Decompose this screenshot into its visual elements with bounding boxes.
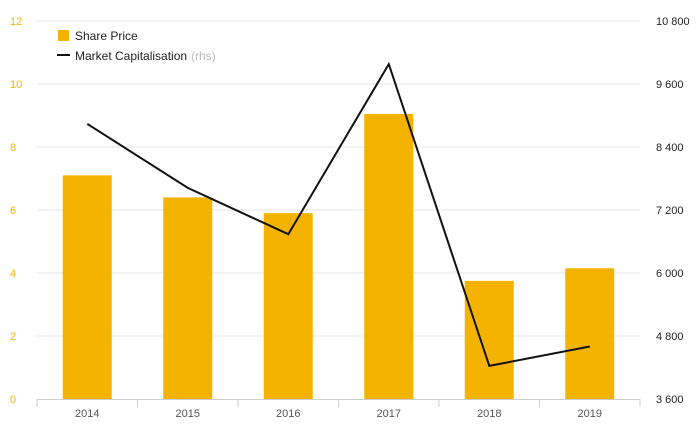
y-left-tick-label: 12 bbox=[10, 16, 22, 28]
legend-swatch-share-price bbox=[58, 30, 69, 41]
axes: 0 3 600 2 4 800 4 6 000 6 7 200 8 8 400 10 9 600 12 1… bbox=[10, 16, 690, 420]
legend-label-market-cap-name: Market Capitalisation bbox=[75, 49, 187, 63]
market-cap-line-group bbox=[86, 61, 590, 368]
y-right-tick-label: 4 800 bbox=[656, 331, 684, 343]
share-price-bars bbox=[62, 113, 615, 400]
market-cap-line bbox=[86, 61, 590, 368]
legend-label-market-cap-suffix: (rhs) bbox=[191, 49, 216, 63]
x-tick-label: 2015 bbox=[176, 408, 200, 420]
y-right-tick-label: 7 200 bbox=[656, 205, 684, 217]
y-right-tick-label: 9 600 bbox=[656, 79, 684, 91]
x-tick-label: 2018 bbox=[477, 408, 501, 420]
share-price-bar bbox=[263, 213, 313, 399]
y-right-tick-label: 8 400 bbox=[656, 142, 684, 154]
y-right-tick-label: 3 600 bbox=[656, 394, 684, 406]
y-left-tick-label: 6 bbox=[10, 205, 16, 217]
legend-label-market-cap: Market Capitalisation (rhs) bbox=[75, 49, 216, 63]
y-left-tick-label: 4 bbox=[10, 268, 16, 280]
x-tick-label: 2019 bbox=[578, 408, 602, 420]
legend: Share Price Market Capitalisation (rhs) bbox=[57, 29, 216, 63]
y-right-tick-label: 6 000 bbox=[656, 268, 684, 280]
share-price-bar bbox=[163, 197, 213, 399]
y-right-tick-label: 10 800 bbox=[656, 16, 690, 28]
y-left-tick-label: 10 bbox=[10, 79, 22, 91]
x-tick-label: 2016 bbox=[276, 408, 300, 420]
legend-label-share-price: Share Price bbox=[75, 29, 138, 43]
y-left-tick-label: 0 bbox=[10, 394, 16, 406]
x-tick-label: 2017 bbox=[377, 408, 401, 420]
share-price-bar bbox=[464, 280, 514, 399]
share-price-bar bbox=[364, 113, 414, 400]
y-left-tick-label: 2 bbox=[10, 331, 16, 343]
share-price-bar bbox=[565, 268, 615, 399]
x-tick-label: 2014 bbox=[75, 408, 99, 420]
gridlines bbox=[37, 20, 640, 337]
share-price-bar bbox=[62, 175, 112, 399]
y-left-tick-label: 8 bbox=[10, 142, 16, 154]
